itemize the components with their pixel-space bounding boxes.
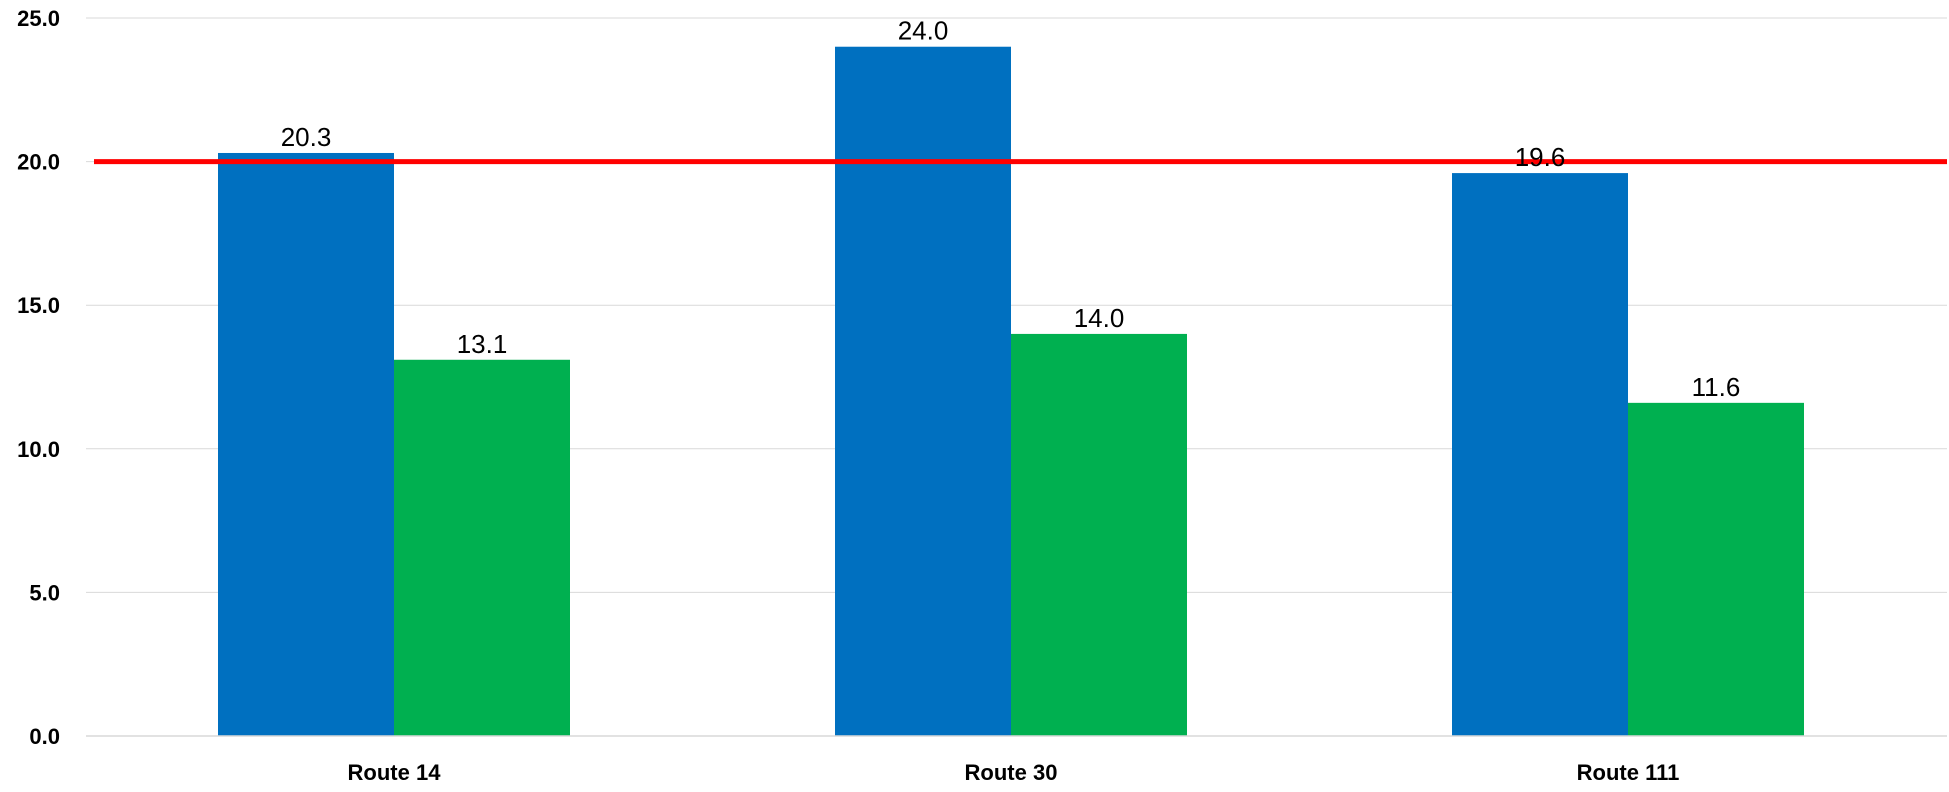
bar-series1-0 bbox=[218, 152, 394, 736]
x-category-label: Route 111 bbox=[1577, 760, 1680, 785]
bars bbox=[218, 46, 1804, 737]
data-labels: 20.3 24.0 19.6 13.1 14.0 11.6 bbox=[281, 16, 1741, 402]
y-tick-label: 20.0 bbox=[17, 150, 60, 175]
data-label: 11.6 bbox=[1692, 372, 1741, 402]
x-category-label: Route 14 bbox=[348, 760, 442, 785]
y-tick-label: 5.0 bbox=[29, 580, 60, 605]
data-label: 14.0 bbox=[1074, 303, 1125, 333]
data-label: 20.3 bbox=[281, 122, 332, 152]
y-tick-label: 0.0 bbox=[29, 724, 60, 749]
x-category-label: Route 30 bbox=[965, 760, 1058, 785]
bar-series2-2 bbox=[1628, 402, 1804, 736]
data-label: 24.0 bbox=[898, 16, 949, 46]
bar-series1-1 bbox=[835, 46, 1011, 737]
bar-series2-0 bbox=[394, 359, 570, 736]
y-tick-label: 15.0 bbox=[17, 293, 60, 318]
bar-series1-2 bbox=[1452, 173, 1628, 736]
bar-series2-1 bbox=[1011, 333, 1187, 736]
data-label: 13.1 bbox=[457, 329, 508, 359]
y-tick-label: 25.0 bbox=[17, 6, 60, 31]
y-tick-label: 10.0 bbox=[17, 437, 60, 462]
data-label: 19.6 bbox=[1515, 142, 1566, 172]
axes: 0.0 5.0 10.0 15.0 20.0 25.0 Route 14 Route 30 Ro… bbox=[17, 6, 1947, 785]
